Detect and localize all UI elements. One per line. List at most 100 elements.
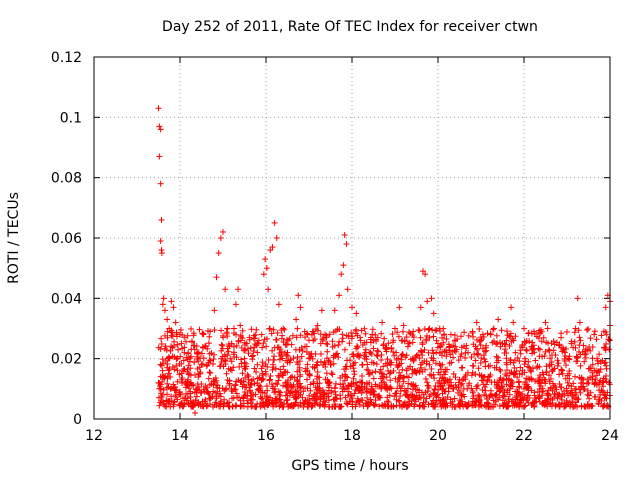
- data-point: [494, 354, 501, 361]
- data-point: [273, 336, 280, 343]
- data-point: [403, 373, 410, 380]
- data-point: [517, 350, 524, 357]
- data-point: [503, 337, 510, 344]
- data-point: [206, 333, 213, 340]
- data-point: [600, 375, 607, 382]
- data-point: [330, 360, 337, 367]
- data-point: [415, 327, 422, 334]
- data-point: [315, 384, 322, 391]
- data-point: [274, 344, 281, 351]
- data-point: [334, 350, 341, 357]
- data-point: [211, 307, 218, 314]
- data-point: [392, 375, 399, 382]
- data-point: [207, 357, 214, 364]
- data-point: [345, 382, 352, 389]
- data-point: [450, 370, 457, 377]
- data-point: [244, 345, 251, 352]
- data-point: [589, 361, 596, 368]
- x-tick-label: 22: [515, 428, 533, 444]
- data-point: [508, 304, 515, 311]
- data-point: [177, 331, 183, 338]
- data-point: [451, 332, 458, 339]
- data-point: [469, 389, 476, 396]
- data-point: [497, 375, 504, 382]
- data-point: [544, 325, 551, 332]
- data-point: [278, 399, 285, 406]
- data-point: [326, 358, 333, 365]
- data-point: [168, 298, 175, 305]
- y-tick-label: 0.1: [60, 110, 82, 126]
- data-point: [547, 355, 554, 362]
- data-point: [392, 325, 398, 332]
- data-point: [498, 327, 505, 334]
- data-point: [208, 350, 215, 357]
- y-tick-label: 0.02: [51, 352, 82, 368]
- data-point: [548, 351, 555, 358]
- data-point: [341, 366, 348, 373]
- data-point: [271, 219, 278, 226]
- data-point: [446, 381, 453, 388]
- axis-ticks: 12 14 16 18 20 22 24 0 0.02 0.04 0.06 0.08 0.1 0.12: [51, 50, 619, 444]
- data-point: [542, 348, 549, 355]
- data-point: [535, 394, 542, 401]
- data-point: [455, 357, 462, 364]
- data-point: [332, 388, 339, 395]
- data-point: [159, 367, 166, 374]
- data-point: [407, 363, 414, 370]
- data-point: [436, 360, 443, 367]
- data-point: [255, 385, 262, 392]
- data-point: [268, 330, 275, 337]
- data-point: [430, 371, 437, 378]
- data-point: [372, 368, 379, 375]
- data-point: [270, 326, 277, 333]
- data-point: [284, 349, 291, 356]
- data-point: [414, 351, 421, 358]
- data-point: [506, 332, 513, 339]
- data-point: [273, 400, 280, 407]
- data-point: [381, 401, 388, 408]
- data-point: [550, 338, 557, 345]
- data-point: [572, 325, 579, 332]
- data-point: [451, 403, 458, 410]
- data-point: [417, 304, 424, 311]
- data-point: [251, 380, 258, 387]
- data-point: [401, 338, 408, 345]
- data-point: [233, 342, 240, 349]
- data-point: [370, 360, 377, 367]
- data-point: [346, 340, 353, 347]
- data-point: [458, 333, 465, 340]
- data-point: [303, 349, 310, 356]
- x-axis-label: GPS time / hours: [291, 458, 408, 474]
- data-point: [225, 348, 232, 355]
- data-point: [359, 397, 366, 404]
- data-point: [302, 365, 309, 372]
- data-point: [433, 327, 440, 334]
- data-point: [351, 368, 358, 375]
- data-point: [432, 401, 439, 408]
- data-point: [577, 351, 584, 358]
- data-point: [217, 235, 224, 241]
- data-point: [606, 336, 613, 343]
- data-point: [382, 360, 389, 367]
- data-point: [199, 330, 206, 337]
- data-point: [278, 348, 285, 355]
- data-point: [438, 366, 445, 373]
- data-point: [259, 359, 266, 366]
- data-point: [277, 366, 284, 373]
- data-point: [432, 360, 439, 367]
- data-point: [174, 396, 181, 403]
- data-point: [468, 354, 475, 361]
- data-point: [236, 363, 243, 370]
- data-point: [412, 382, 419, 389]
- data-point: [258, 365, 265, 372]
- data-point: [481, 391, 488, 398]
- data-point: [593, 336, 600, 343]
- data-point: [523, 347, 530, 354]
- data-point: [516, 390, 523, 397]
- data-point: [266, 377, 273, 384]
- data-point: [258, 377, 265, 384]
- data-point: [336, 338, 343, 345]
- data-point: [601, 402, 608, 409]
- data-point: [533, 364, 540, 371]
- data-point: [254, 379, 261, 386]
